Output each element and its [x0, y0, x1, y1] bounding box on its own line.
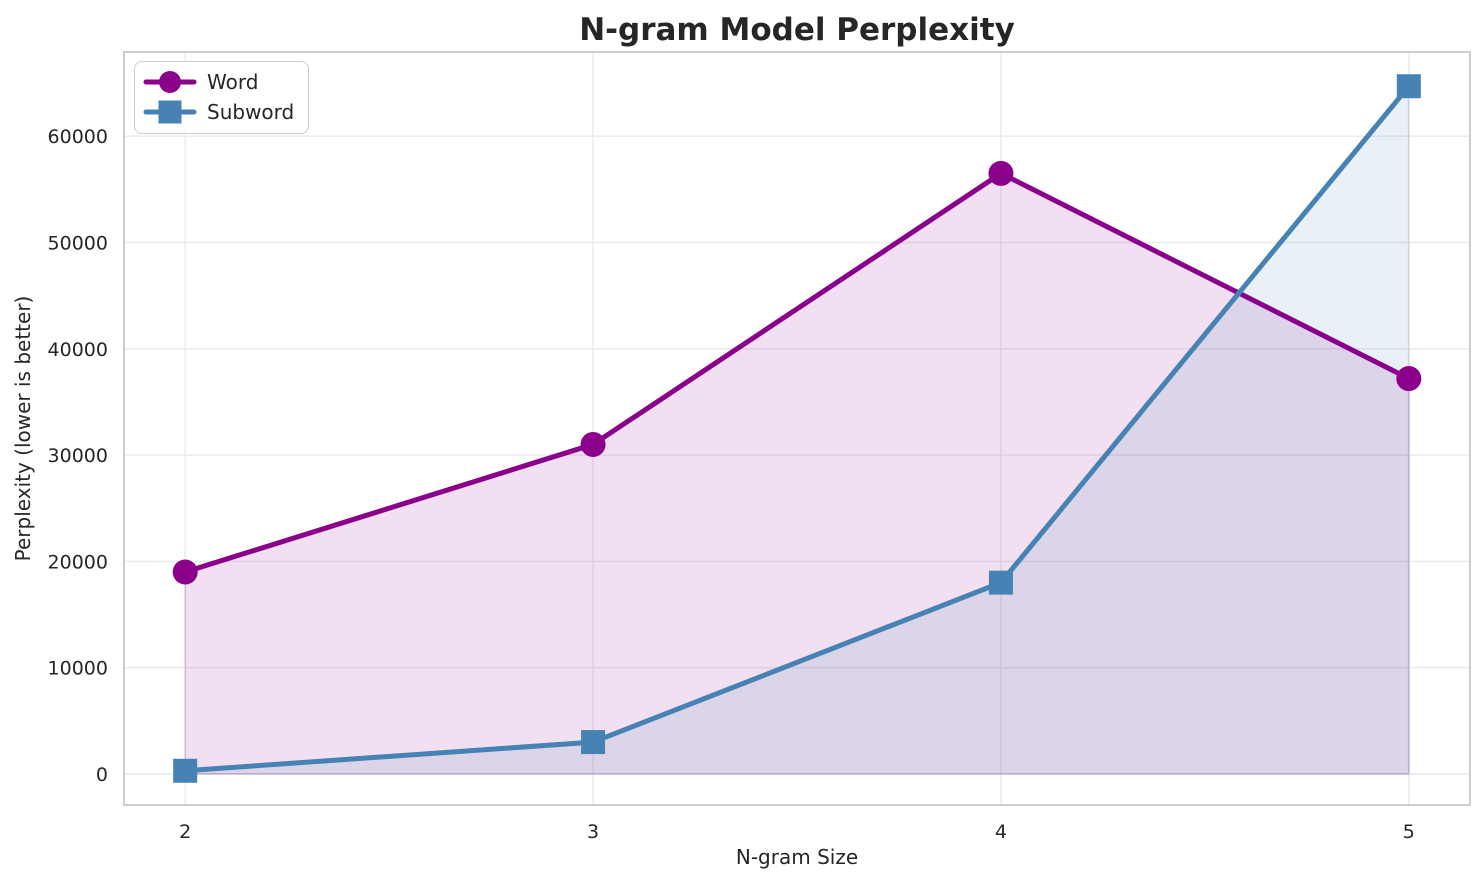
- subword-point-3: [581, 730, 606, 755]
- tick-layer: 0 10000 20000 30000 40000 50000 60000 2 3 4 5: [48, 126, 1415, 843]
- word-line: [182, 170, 1412, 575]
- y-tick-label-0: 0: [96, 764, 108, 786]
- x-tick-label-2: 2: [179, 821, 191, 843]
- y-tick-label-20000: 20000: [48, 551, 108, 573]
- x-axis-label: N-gram Size: [736, 845, 858, 869]
- word-point-3: [580, 431, 606, 457]
- legend-item-word: Word: [143, 67, 294, 97]
- subword-square-marker-icon: [143, 100, 197, 124]
- subword-point-2: [173, 758, 198, 783]
- grid-layer: [124, 52, 1470, 805]
- y-tick-label-10000: 10000: [48, 658, 108, 680]
- y-tick-label-60000: 60000: [48, 126, 108, 148]
- y-tick-label-40000: 40000: [48, 339, 108, 361]
- legend-item-subword: Subword: [143, 97, 294, 127]
- line-layer: [172, 74, 1422, 783]
- fill-layer: [184, 83, 1410, 775]
- subword-point-5: [1396, 74, 1421, 99]
- subword-line: [182, 83, 1412, 774]
- subword-point-4: [988, 570, 1013, 595]
- word-point-2: [172, 559, 198, 585]
- x-tick-label-4: 4: [995, 821, 1007, 843]
- x-tick-label-3: 3: [587, 821, 599, 843]
- y-tick-label-30000: 30000: [48, 445, 108, 467]
- word-point-4: [988, 160, 1014, 186]
- y-tick-label-50000: 50000: [48, 232, 108, 254]
- chart-title: N-gram Model Perplexity: [579, 12, 1015, 48]
- plot-frame: [123, 51, 1471, 806]
- word-point-5: [1396, 366, 1422, 392]
- legend-label-subword: Subword: [207, 100, 295, 124]
- legend: Word Subword: [134, 61, 310, 134]
- word-circle-marker-icon: [143, 71, 197, 93]
- x-tick-label-5: 5: [1403, 821, 1415, 843]
- y-axis-label: Perplexity (lower is better): [11, 296, 35, 562]
- legend-label-word: Word: [207, 70, 259, 94]
